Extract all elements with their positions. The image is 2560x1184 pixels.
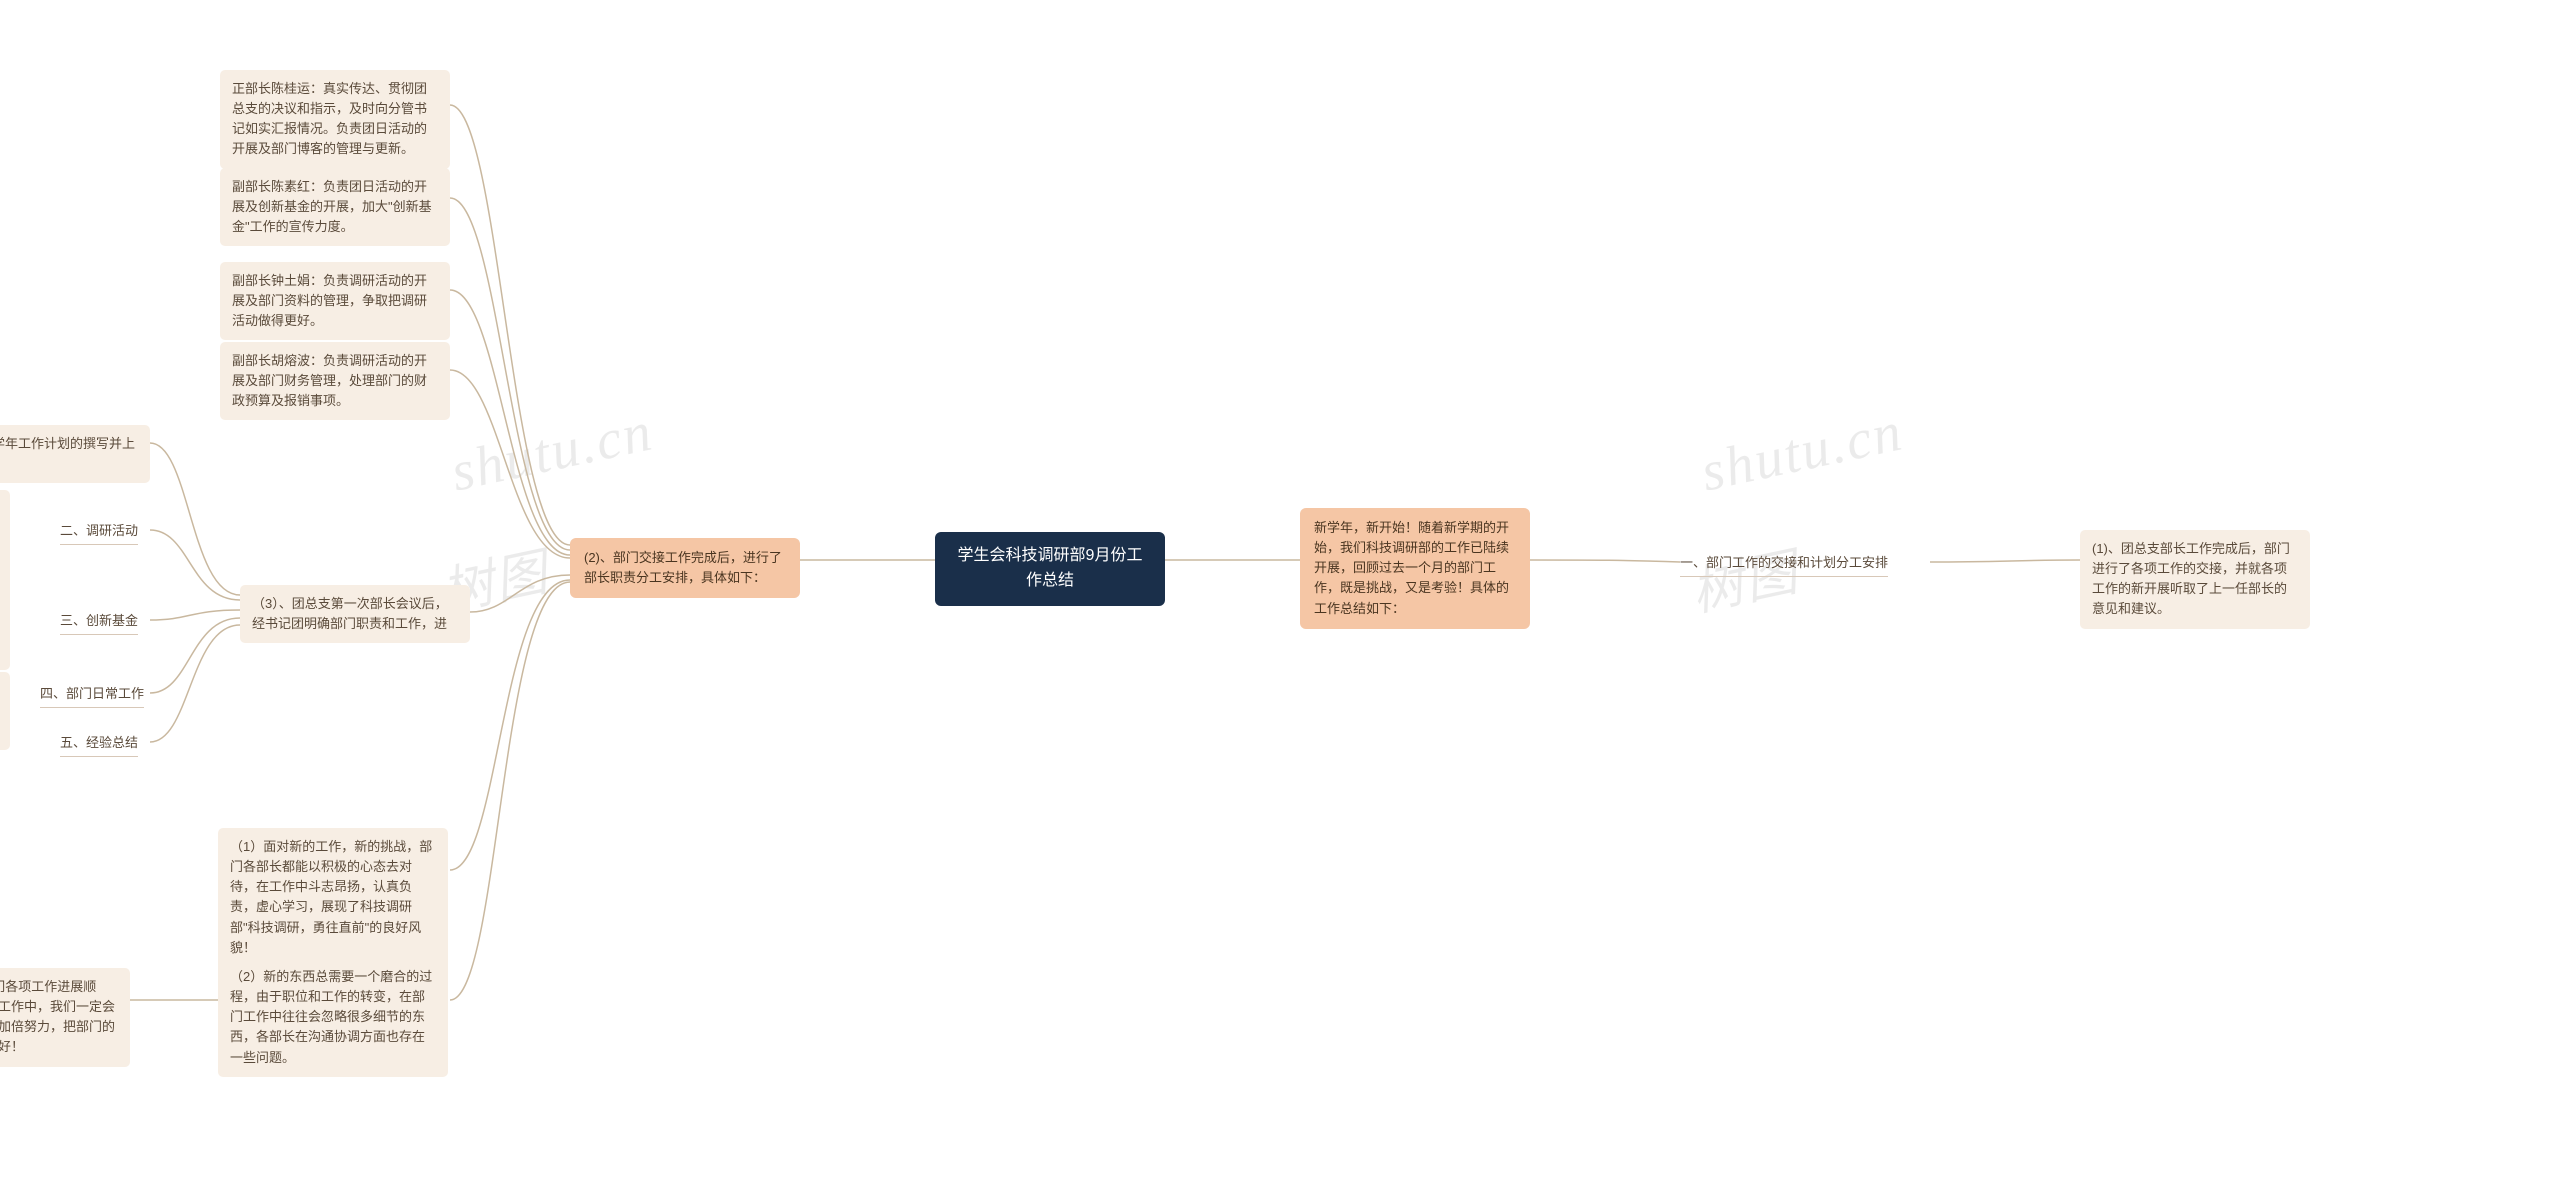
plan-text: 行了学期和学年工作计划的撰写并上交办公室。 <box>0 425 150 483</box>
section1-item1: (1)、团总支部长工作完成后，部门进行了各项工作的交接，并就各项工作的新开展听取… <box>2080 530 2310 629</box>
innovation-label: 三、创新基金 <box>60 611 138 635</box>
summary-item2: （2）新的东西总需要一个磨合的过程，由于职位和工作的转变，在部门工作中往往会忽略… <box>218 958 448 1077</box>
right-intro: 新学年，新开始！随着新学期的开始，我们科技调研部的工作已陆续开展，回顾过去一个月… <box>1300 508 1530 629</box>
summary-item1: （1）面对新的工作，新的挑战，部门各部长都能以积极的心态去对待，在工作中斗志昂扬… <box>218 828 448 967</box>
section2-item4: 副部长胡熔波：负责调研活动的开展及部门财务管理，处理部门的财政预算及报销事项。 <box>220 342 450 420</box>
section2-item2: 副部长陈素红：负责团日活动的开展及创新基金的开展，加大"创新基金"工作的宣传力度… <box>220 168 450 246</box>
section3-label: （3）、团总支第一次部长会议后，经书记团明确部门职责和工作，进 <box>240 585 470 643</box>
summary-label: 五、经验总结 <box>60 733 138 757</box>
innovation-text: 创新基金2010年结项工作已经完成，评选工作正在进行中。2010年创新基金立项工… <box>0 592 10 670</box>
daily-label: 四、部门日常工作 <box>40 684 144 708</box>
section2-item1: 正部长陈桂运：真实传达、贯彻团总支的决议和指示，及时向分管书记如实汇报情况。负责… <box>220 70 450 169</box>
root-node: 学生会科技调研部9月份工作总结 <box>935 532 1165 606</box>
research-label: 二、调研活动 <box>60 521 138 545</box>
watermark: 树图 <box>1683 530 1804 626</box>
watermark: shutu.cn <box>1696 399 1909 504</box>
summary-conclusion: 总之，9月份部门各项工作进展顺利，在接下来的工作中，我们一定会克服各种困难，加倍… <box>0 968 130 1067</box>
section1-label: 一、部门工作的交接和计划分工安排 <box>1680 553 1888 577</box>
research-text: 本学期第一次调研活动已于9月20号开始，经过部门多次开会讨论确定，此次调研主题为… <box>0 490 10 609</box>
section2-item3: 副部长钟土娟：负责调研活动的开展及部门资料的管理，争取把调研活动做得更好。 <box>220 262 450 340</box>
daily-text: 部门日常工作运转正常，包括博客管理，资料整理上交，都能达到及时按质完成。 <box>0 672 10 750</box>
watermark: shutu.cn <box>446 399 659 504</box>
section2-label: (2)、部门交接工作完成后，进行了部长职责分工安排，具体如下： <box>570 538 800 598</box>
